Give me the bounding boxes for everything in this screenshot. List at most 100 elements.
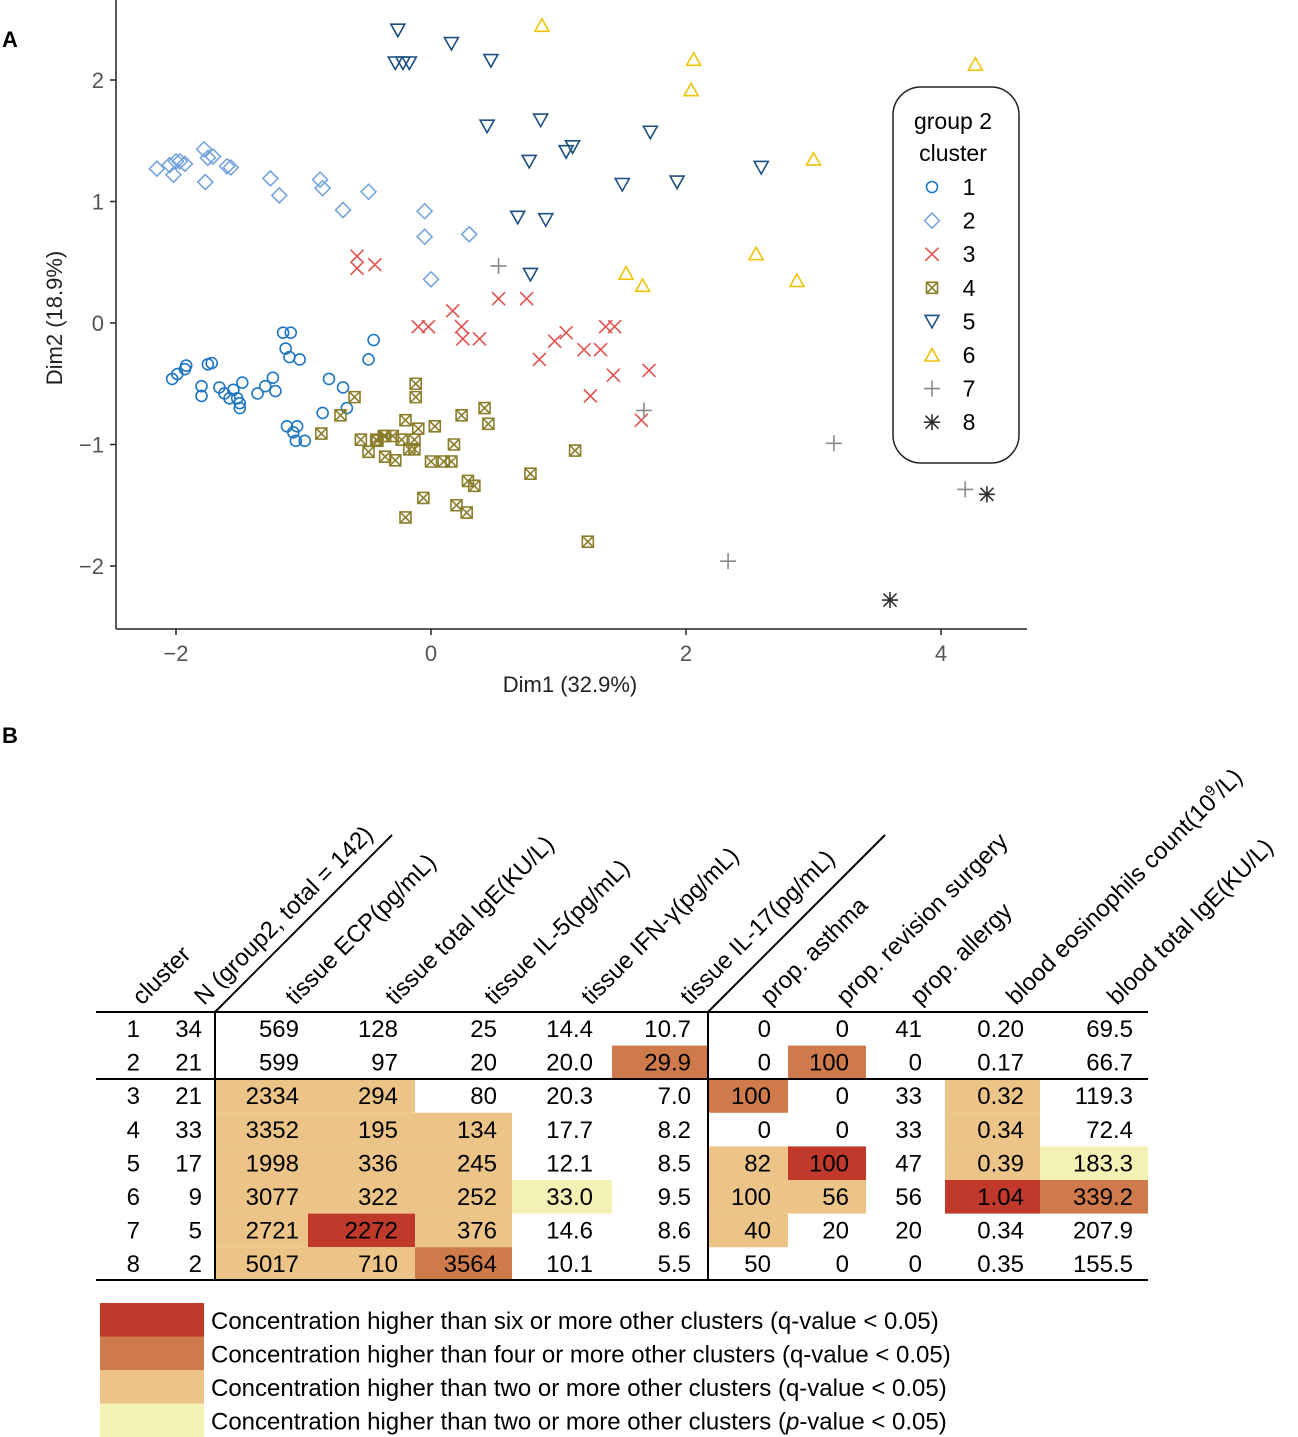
table-cell: 0 xyxy=(836,1117,849,1144)
highlight-cell xyxy=(1040,1180,1148,1214)
legend-swatch-1 xyxy=(100,1303,204,1337)
table-cell: 5017 xyxy=(246,1251,299,1278)
cluster-2-point xyxy=(334,201,352,219)
table-cell: 100 xyxy=(731,1083,771,1110)
cluster-3-point xyxy=(634,413,649,428)
cluster-5-point xyxy=(752,160,770,176)
legend-marker-8 xyxy=(924,414,940,431)
table-cell: 50 xyxy=(744,1251,771,1278)
cluster-3-point xyxy=(367,257,382,272)
cluster-1-point xyxy=(284,326,298,340)
table-cell: 5 xyxy=(127,1150,140,1177)
legend-label-1: 1 xyxy=(963,174,976,200)
cluster-6-point xyxy=(788,272,806,288)
table-cell: 0 xyxy=(836,1251,849,1278)
table-cell: 339.2 xyxy=(1073,1184,1133,1211)
cluster-4-point xyxy=(482,417,495,431)
cluster-2-point xyxy=(167,152,185,170)
cluster-3-point xyxy=(607,319,622,334)
highlight-cell xyxy=(708,1213,788,1248)
highlight-cell xyxy=(788,1146,866,1180)
cluster-1-point xyxy=(251,387,264,400)
table-cell: 9.5 xyxy=(658,1184,691,1211)
cluster-2-point xyxy=(416,202,434,220)
cluster-1-point xyxy=(293,353,306,366)
cluster-2-point xyxy=(270,186,288,204)
cluster-5-point xyxy=(522,267,539,283)
cluster-4-point xyxy=(378,450,392,463)
cluster-2-point xyxy=(148,160,166,178)
x-ticks: −2 0 2 4 xyxy=(163,629,947,666)
cluster-1-point xyxy=(195,389,208,403)
cluster-2-point xyxy=(460,225,478,243)
table-cell: 3 xyxy=(127,1083,140,1110)
table-cell: 0 xyxy=(758,1016,771,1043)
table-cell: 40 xyxy=(744,1218,771,1245)
cluster-2-point xyxy=(416,228,434,246)
cluster-1-point xyxy=(298,434,312,448)
table-cell: 0.35 xyxy=(977,1251,1024,1278)
cluster-1-point xyxy=(236,376,249,389)
y-axis-label: Dim2 (18.9%) xyxy=(42,251,67,385)
highlight-cell xyxy=(415,1247,512,1281)
cluster-1-point xyxy=(340,401,354,415)
cluster-4-point xyxy=(417,491,430,505)
legend-swatch-4 xyxy=(100,1403,204,1437)
table-cell: 0 xyxy=(836,1083,849,1110)
table-cell: 10.7 xyxy=(644,1016,691,1043)
table-cell: 2721 xyxy=(246,1218,299,1245)
cluster-1-point xyxy=(336,381,350,394)
cluster-5-point xyxy=(400,56,418,72)
legend-box xyxy=(892,86,1020,464)
table-cell: 599 xyxy=(259,1050,299,1077)
legend-text-part: Concentration higher than two or more ot… xyxy=(211,1409,786,1436)
table-cell: 29.9 xyxy=(644,1050,691,1077)
cluster-3-point xyxy=(349,261,365,276)
cluster-3-point xyxy=(547,334,562,349)
legend: group 2 cluster 1 2 3 4 5 6 7 8 xyxy=(892,86,1020,464)
highlight-legend: Concentration higher than six or more ot… xyxy=(100,1303,951,1437)
highlight-cell xyxy=(308,1247,415,1281)
scatter-points xyxy=(148,17,995,609)
table-cell: 72.4 xyxy=(1086,1117,1133,1144)
cluster-1-point xyxy=(266,371,280,384)
x-tick-label: 0 xyxy=(425,641,437,666)
table-cell: 134 xyxy=(457,1117,497,1144)
y-tick-label: −2 xyxy=(79,554,104,579)
highlight-cell xyxy=(215,1146,308,1180)
table-cell: 69.5 xyxy=(1086,1016,1133,1043)
header-divider-2 xyxy=(707,834,886,1013)
highlight-cell xyxy=(308,1079,415,1113)
cluster-5-point xyxy=(641,125,659,141)
table-cell: 20 xyxy=(470,1050,497,1077)
table-cell: 20.0 xyxy=(546,1050,593,1077)
legend-label-2: 2 xyxy=(963,208,976,234)
table-cell: 2 xyxy=(189,1251,202,1278)
cluster-3-point xyxy=(491,291,506,306)
table-cell: 336 xyxy=(358,1150,398,1177)
table-cell: 252 xyxy=(457,1184,497,1211)
highlight-cell xyxy=(415,1146,512,1180)
table-cell: 100 xyxy=(809,1150,849,1177)
cluster-6-point xyxy=(967,56,984,72)
cluster-4-point xyxy=(445,455,458,468)
cluster-4-point xyxy=(334,409,347,422)
cluster-5-point xyxy=(564,140,581,155)
cluster-2-point xyxy=(222,158,240,177)
cluster-2-point xyxy=(164,166,183,184)
table-cell: 3564 xyxy=(444,1251,497,1278)
table-cell: 33 xyxy=(895,1083,922,1110)
cluster-4-point xyxy=(450,498,463,512)
table-cell: 207.9 xyxy=(1073,1218,1133,1245)
table-cell: 25 xyxy=(470,1016,497,1043)
cluster-1-point xyxy=(280,419,294,433)
cluster-6-point xyxy=(617,265,635,280)
cluster-3-point xyxy=(583,388,598,403)
table-cell: 7 xyxy=(127,1218,140,1245)
cluster-1-point xyxy=(362,353,375,366)
cluster-5-point xyxy=(509,210,527,226)
legend-swatch-3 xyxy=(100,1370,204,1404)
cluster-2-point xyxy=(171,152,189,170)
table-cell: 8.6 xyxy=(658,1218,691,1245)
table-cell: 0 xyxy=(758,1050,771,1077)
